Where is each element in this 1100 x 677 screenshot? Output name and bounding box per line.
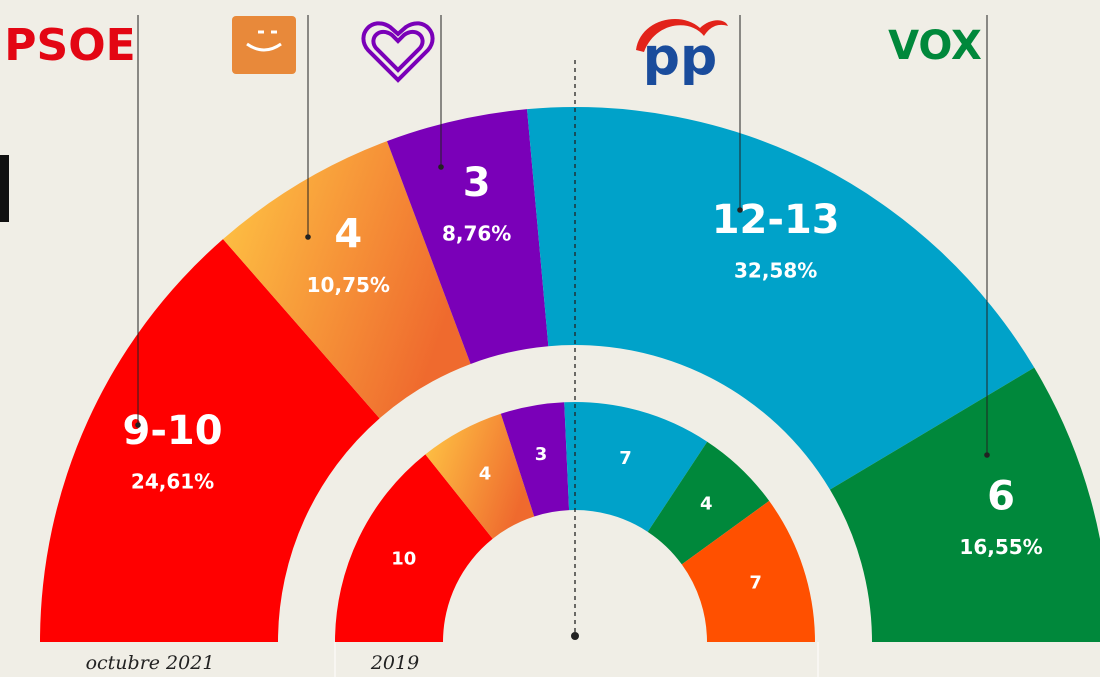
seat-segment <box>223 141 471 419</box>
edge-bar <box>0 155 9 222</box>
seat-segment <box>829 367 1100 642</box>
percent-label: 24,61% <box>131 470 214 494</box>
leader-dot <box>438 164 444 170</box>
seat-segment <box>527 107 1035 490</box>
leader-dot <box>305 234 311 240</box>
logo-pp-bird <box>636 19 728 52</box>
party-logo: VOX <box>888 23 982 69</box>
seat-segment <box>387 109 549 364</box>
seat-label: 7 <box>749 572 762 593</box>
seat-label: 4 <box>700 494 713 515</box>
seat-label: 6 <box>987 473 1015 519</box>
percent-label: 16,55% <box>959 535 1042 559</box>
period-label: 2019 <box>370 652 419 674</box>
seat-segment <box>500 402 570 517</box>
percent-label: 32,58% <box>734 259 817 283</box>
seat-segment <box>564 402 708 532</box>
seat-label: 4 <box>334 212 362 258</box>
percent-label: 10,75% <box>307 273 390 297</box>
seat-label: 9-10 <box>123 408 223 454</box>
period-label: octubre 2021 <box>86 652 215 674</box>
seat-label: 4 <box>479 464 492 485</box>
seat-segment <box>425 413 535 539</box>
leader-dot <box>984 452 990 458</box>
logo-mas-madrid <box>232 16 296 74</box>
logo-podemos <box>361 21 435 83</box>
seat-label: 3 <box>535 444 548 465</box>
leader-dot <box>737 207 743 213</box>
seat-label: 3 <box>463 160 491 206</box>
party-logo: PSOE <box>4 20 135 71</box>
percent-label: 8,76% <box>442 222 511 246</box>
seat-label: 10 <box>391 549 416 570</box>
seat-label: 7 <box>619 448 632 469</box>
seat-segment <box>681 500 815 642</box>
seat-segment <box>647 441 770 565</box>
seat-segment <box>40 239 380 643</box>
seat-label: 12-13 <box>712 197 840 243</box>
seat-segment <box>335 454 493 642</box>
leader-dot <box>135 422 141 428</box>
center-dot <box>571 632 579 640</box>
party-logo: pp <box>643 27 717 87</box>
